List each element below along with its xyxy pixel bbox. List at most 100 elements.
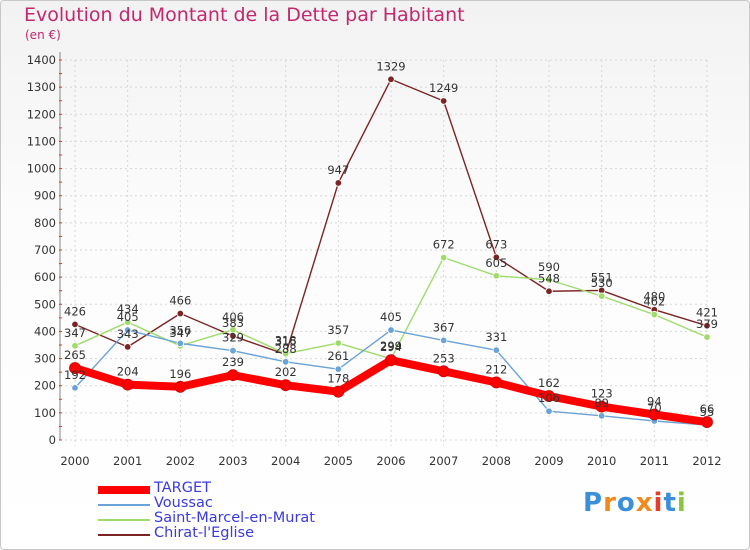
- y-tick-label: 900: [34, 189, 56, 203]
- y-tick-label: 800: [34, 216, 56, 230]
- x-tick-label: 2007: [429, 454, 458, 468]
- y-tick-label: 400: [34, 324, 56, 338]
- data-point: [703, 322, 711, 330]
- data-point: [545, 276, 553, 284]
- y-tick-label: 0: [49, 433, 56, 447]
- data-label: 265: [64, 348, 86, 362]
- data-label: 318: [275, 334, 297, 348]
- y-tick-label: 1100: [27, 134, 56, 148]
- x-tick-label: 2003: [218, 454, 247, 468]
- data-label: 196: [169, 367, 191, 381]
- legend-label: TARGET: [154, 480, 211, 496]
- data-point: [123, 318, 132, 326]
- data-point: [597, 412, 606, 420]
- data-label: 462: [643, 295, 665, 309]
- data-point: [69, 362, 81, 374]
- chart-title: Evolution du Montant de la Dette par Hab…: [24, 4, 465, 26]
- data-point: [176, 339, 185, 348]
- legend-swatch: [98, 518, 150, 521]
- data-point: [490, 376, 503, 389]
- proxiti-logo: Proxiti: [583, 488, 687, 518]
- data-label: 947: [327, 163, 349, 177]
- data-point: [123, 343, 132, 351]
- data-label: 253: [433, 351, 455, 365]
- data-point: [387, 75, 395, 83]
- data-label: 70: [647, 401, 662, 415]
- data-point: [439, 253, 448, 262]
- data-label: 434: [117, 302, 139, 316]
- x-tick-label: 2009: [534, 454, 563, 468]
- x-tick-label: 2001: [113, 454, 142, 468]
- y-tick-label: 1000: [27, 162, 56, 176]
- data-labels: 426 343 466 383 315 947 1329 1249 673 548 551 480 42…: [64, 59, 718, 419]
- data-point: [439, 336, 448, 345]
- data-label: 55: [700, 405, 715, 419]
- x-tick-label: 2000: [60, 454, 89, 468]
- legend-swatch: [98, 503, 150, 506]
- data-label: 261: [327, 349, 349, 363]
- data-point: [71, 320, 79, 329]
- x-tick-label: 2011: [640, 454, 669, 468]
- data-point: [387, 326, 395, 334]
- data-label: 162: [538, 376, 560, 390]
- y-tick-label: 200: [34, 379, 56, 393]
- data-point: [229, 347, 237, 355]
- legend-label: Chirat-l'Eglise: [154, 525, 255, 541]
- x-tick-label: 2008: [482, 454, 511, 468]
- data-point: [701, 416, 713, 428]
- data-label: 480: [643, 290, 665, 304]
- data-point: [597, 292, 606, 300]
- y-tick-label: 100: [34, 406, 56, 420]
- data-point: [71, 384, 79, 392]
- data-point: [227, 369, 239, 382]
- data-point: [281, 349, 290, 358]
- data-label: 1249: [429, 81, 458, 95]
- legend-label: Saint-Marcel-en-Murat: [154, 510, 315, 526]
- x-tick-label: 2005: [324, 454, 353, 468]
- data-point: [595, 400, 608, 413]
- data-point: [545, 407, 553, 415]
- data-point: [332, 385, 345, 398]
- data-point: [279, 379, 292, 392]
- data-label: 299: [380, 339, 402, 353]
- data-label: 331: [485, 330, 507, 344]
- data-label: 1329: [376, 59, 405, 73]
- legend-label: Voussac: [154, 495, 213, 511]
- data-point: [650, 310, 659, 319]
- x-tick-label: 2002: [166, 454, 195, 468]
- x-tick-label: 2010: [587, 454, 616, 468]
- data-point: [229, 326, 237, 334]
- x-tick-label: 2012: [692, 454, 721, 468]
- data-label: 548: [538, 271, 560, 285]
- y-tick-label: 1400: [27, 53, 56, 67]
- data-label: 315: [275, 335, 297, 349]
- y-tick-label: 300: [34, 352, 56, 366]
- data-label: 383: [222, 316, 244, 330]
- data-point: [437, 365, 450, 378]
- data-label: 192: [64, 368, 86, 382]
- data-point: [492, 253, 501, 262]
- data-label: 551: [591, 270, 613, 284]
- data-label: 204: [117, 365, 139, 379]
- data-point: [334, 339, 343, 347]
- data-label: 590: [538, 260, 560, 274]
- data-point: [543, 390, 555, 402]
- data-label: 367: [433, 320, 455, 334]
- data-label: 89: [594, 396, 609, 410]
- data-label: 94: [647, 394, 662, 408]
- data-label: 239: [222, 355, 244, 369]
- data-point: [648, 408, 661, 421]
- data-point: [281, 358, 290, 366]
- y-tick-label: 1200: [27, 107, 56, 121]
- data-point: [334, 365, 343, 373]
- x-tick-label: 2004: [271, 454, 300, 468]
- legend-swatch: [98, 533, 150, 536]
- x-tick-label: 2006: [376, 454, 405, 468]
- y-tick-label: 500: [34, 297, 56, 311]
- axes: 0 100 200 300 400 500 600 700 800 900 1000 1100 1200…: [27, 52, 722, 468]
- chart-subtitle: (en €): [25, 28, 61, 42]
- data-point: [176, 309, 185, 318]
- data-label: 123: [591, 387, 613, 401]
